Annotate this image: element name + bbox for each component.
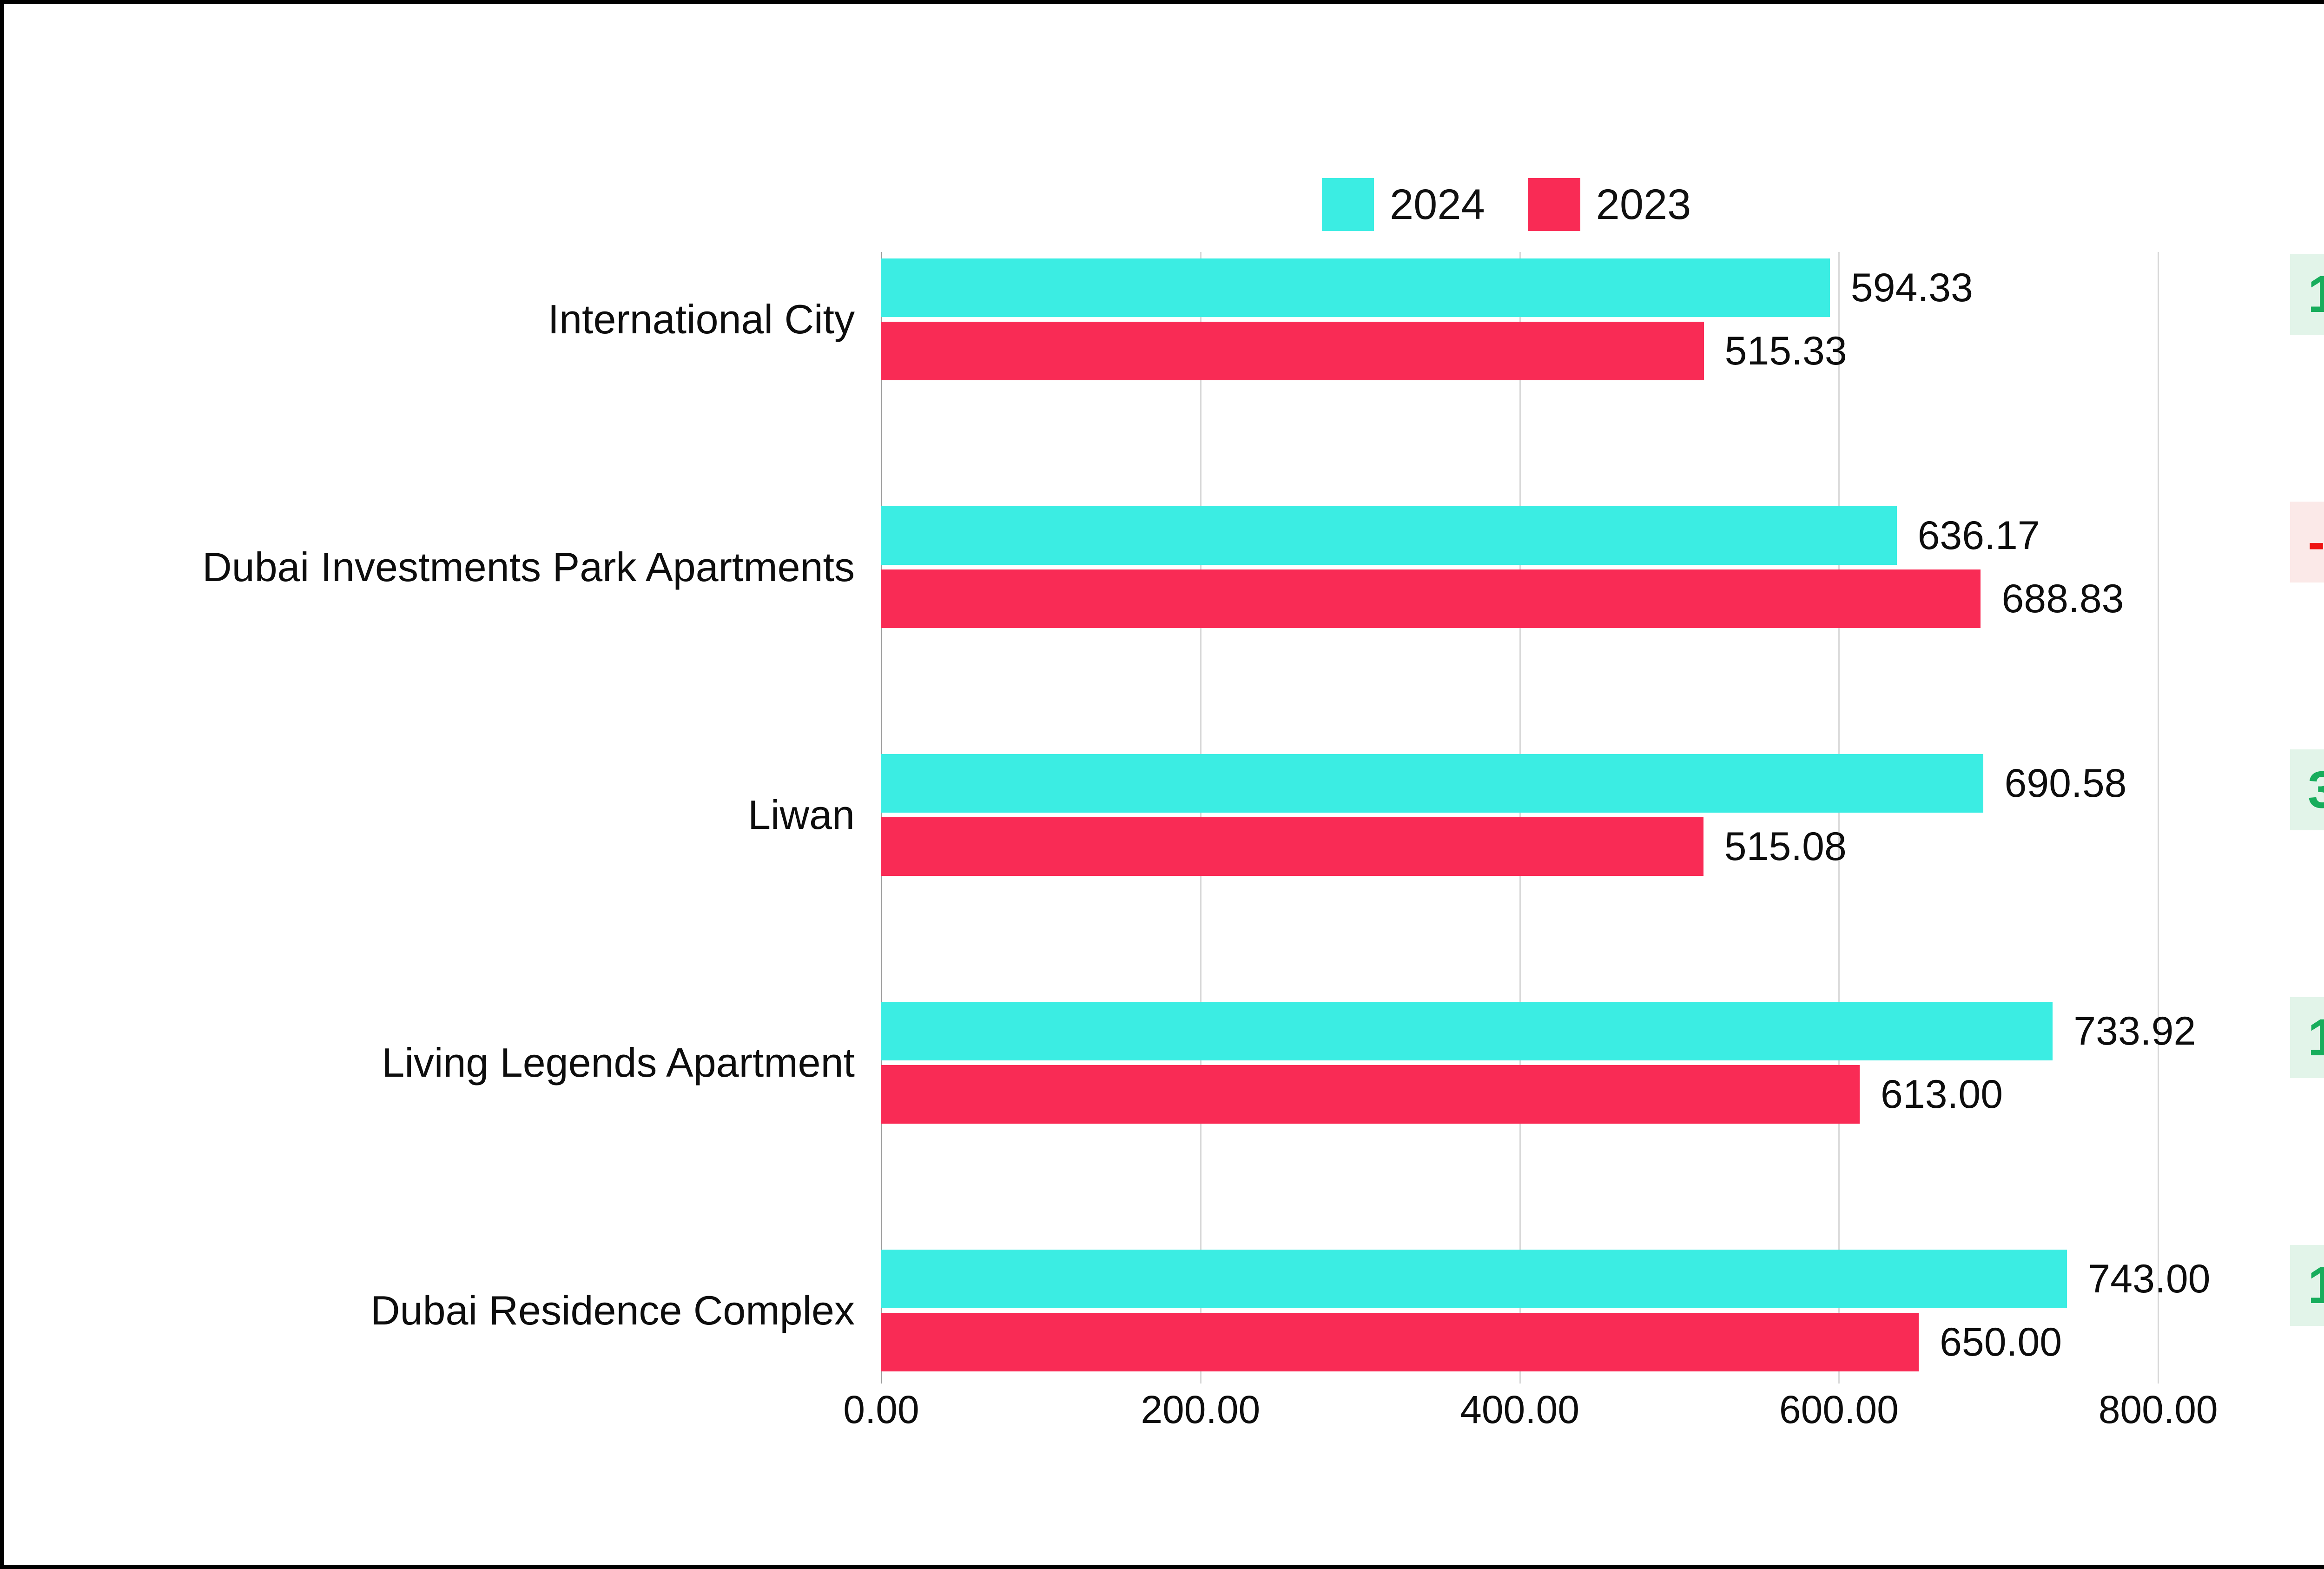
change-badge-positive: 19.74% bbox=[2290, 997, 2324, 1078]
value-label-2024: 733.92 bbox=[2073, 1009, 2196, 1053]
chart-legend: 2024 2023 bbox=[1322, 178, 1691, 231]
bar-2024 bbox=[881, 1250, 2067, 1308]
category-label: Liwan bbox=[748, 792, 855, 838]
x-tick-label-0: 0.00 bbox=[843, 1388, 919, 1431]
category-label: International City bbox=[548, 296, 855, 342]
legend-item-2024: 2024 bbox=[1322, 178, 1485, 231]
legend-item-2023: 2023 bbox=[1528, 178, 1691, 231]
legend-label-2024: 2024 bbox=[1390, 181, 1485, 228]
value-label-2024: 636.17 bbox=[1917, 513, 2040, 558]
gridline-800 bbox=[2158, 252, 2159, 1384]
legend-swatch-2023 bbox=[1528, 178, 1580, 231]
category-label: Dubai Residence Complex bbox=[370, 1287, 855, 1333]
bar-2023 bbox=[881, 569, 1981, 628]
value-label-2023: 650.00 bbox=[1940, 1320, 2062, 1364]
grouped-bar-chart: 2024 2023 International City 594.33 515.33… bbox=[4, 4, 2324, 1565]
bar-2024 bbox=[881, 1002, 2053, 1060]
legend-swatch-2024 bbox=[1322, 178, 1374, 231]
value-label-2024: 743.00 bbox=[2088, 1257, 2211, 1301]
bar-2023 bbox=[881, 1065, 1860, 1124]
value-label-2024: 594.33 bbox=[1850, 265, 1973, 310]
value-label-2023: 515.33 bbox=[1724, 329, 1847, 373]
bar-2023 bbox=[881, 1313, 1919, 1371]
bar-2024 bbox=[881, 754, 1984, 813]
change-badge-positive: 15.31% bbox=[2290, 254, 2324, 335]
change-badge-positive: 14.31% bbox=[2290, 1245, 2324, 1326]
change-badge-positive: 34.08% bbox=[2290, 749, 2324, 830]
value-label-2023: 515.08 bbox=[1724, 824, 1847, 869]
bar-2023 bbox=[881, 817, 1703, 876]
change-badge-negative: -7.64% bbox=[2290, 502, 2324, 583]
x-tick-label-800: 800.00 bbox=[2098, 1388, 2218, 1431]
x-tick-label-400: 400.00 bbox=[1460, 1388, 1580, 1431]
legend-label-2023: 2023 bbox=[1596, 181, 1691, 228]
value-label-2024: 690.58 bbox=[2004, 761, 2127, 806]
bar-2024 bbox=[881, 258, 1830, 317]
value-label-2023: 613.00 bbox=[1881, 1072, 2003, 1117]
x-tick-label-200: 200.00 bbox=[1141, 1388, 1261, 1431]
bar-2023 bbox=[881, 322, 1704, 380]
category-label: Living Legends Apartment bbox=[382, 1039, 855, 1086]
value-label-2023: 688.83 bbox=[2001, 576, 2124, 621]
bar-2024 bbox=[881, 506, 1897, 565]
x-tick-label-600: 600.00 bbox=[1779, 1388, 1899, 1431]
category-label: Dubai Investments Park Apartments bbox=[202, 544, 855, 590]
gridline-600 bbox=[1838, 252, 1840, 1384]
